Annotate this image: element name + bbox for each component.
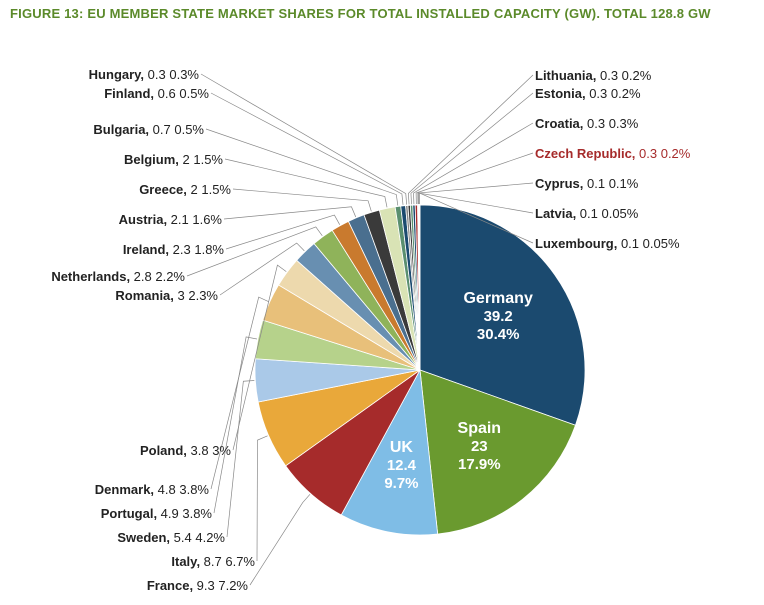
svg-text:12.4: 12.4 bbox=[387, 457, 417, 474]
svg-text:Germany: Germany bbox=[463, 290, 532, 307]
slice-outside-label: Estonia, 0.3 0.2% bbox=[535, 86, 641, 101]
svg-text:Spain: Spain bbox=[458, 420, 502, 437]
svg-text:39.2: 39.2 bbox=[484, 308, 513, 325]
leader-line bbox=[411, 93, 533, 204]
slice-outside-label: Cyprus, 0.1 0.1% bbox=[535, 176, 639, 191]
slice-outside-label: Lithuania, 0.3 0.2% bbox=[535, 68, 652, 83]
svg-text:9.7%: 9.7% bbox=[384, 475, 418, 492]
slice-outside-label: Denmark, 4.8 3.8% bbox=[95, 482, 210, 497]
slice-outside-label: Sweden, 5.4 4.2% bbox=[117, 530, 225, 545]
slice-outside-label: Italy, 8.7 6.7% bbox=[171, 554, 255, 569]
slice-outside-label: Finland, 0.6 0.5% bbox=[104, 86, 209, 101]
svg-text:17.9%: 17.9% bbox=[458, 456, 501, 473]
slice-outside-label: Ireland, 2.3 1.8% bbox=[123, 242, 225, 257]
leader-line bbox=[224, 207, 356, 219]
slice-outside-label: Luxembourg, 0.1 0.05% bbox=[535, 236, 680, 251]
slice-outside-label: Croatia, 0.3 0.3% bbox=[535, 116, 639, 131]
svg-text:23: 23 bbox=[471, 438, 488, 455]
slice-outside-label: Poland, 3.8 3% bbox=[140, 443, 231, 458]
leader-line bbox=[233, 189, 371, 211]
slice-outside-label: France, 9.3 7.2% bbox=[147, 578, 249, 593]
slice-outside-label: Austria, 2.1 1.6% bbox=[119, 212, 223, 227]
pie-chart: Germany39.230.4% Spain2317.9% UK12.49.7% Fr… bbox=[0, 0, 764, 605]
leader-line bbox=[418, 183, 533, 204]
leader-line bbox=[227, 381, 254, 537]
slice-outside-label: Belgium, 2 1.5% bbox=[124, 152, 223, 167]
slice-outside-label: Netherlands, 2.8 2.2% bbox=[51, 269, 185, 284]
leader-line bbox=[250, 494, 310, 585]
svg-text:30.4%: 30.4% bbox=[477, 326, 520, 343]
leader-line bbox=[257, 436, 268, 561]
slice-outside-label: Portugal, 4.9 3.8% bbox=[101, 506, 213, 521]
leader-line bbox=[201, 74, 407, 205]
leader-line bbox=[206, 129, 398, 205]
svg-text:UK: UK bbox=[390, 439, 414, 456]
leader-line bbox=[214, 337, 257, 513]
slice-outside-label: Czech Republic, 0.3 0.2% bbox=[535, 146, 691, 161]
slice-outside-label: Latvia, 0.1 0.05% bbox=[535, 206, 639, 221]
slice-outside-label: Greece, 2 1.5% bbox=[139, 182, 231, 197]
slice-outside-label: Hungary, 0.3 0.3% bbox=[89, 67, 200, 82]
figure-title: FIGURE 13: EU MEMBER STATE MARKET SHARES… bbox=[10, 6, 711, 21]
slice-outside-label: Bulgaria, 0.7 0.5% bbox=[93, 122, 204, 137]
leader-line bbox=[211, 93, 403, 205]
slice-outside-label: Romania, 3 2.3% bbox=[115, 288, 218, 303]
leader-line bbox=[416, 153, 533, 204]
